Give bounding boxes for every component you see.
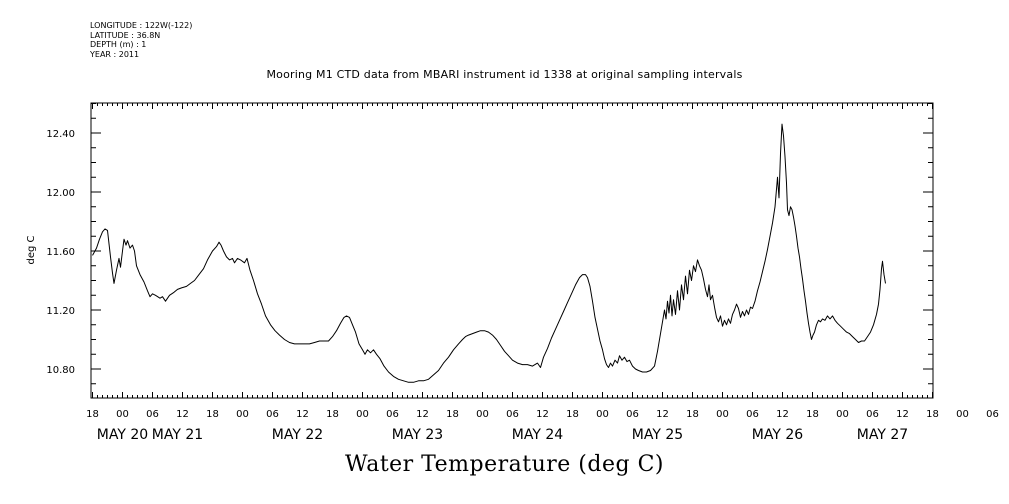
plot-border [90, 102, 934, 399]
longitude-label: LONGITUDE : 122W(-122) [90, 21, 193, 30]
location-metadata: LONGITUDE : 122W(-122) LATITUDE : 36.8N … [90, 21, 192, 59]
series-line-group [92, 123, 886, 383]
x-date-label: MAY 25 [632, 427, 683, 443]
y-axis-title: deg C [26, 235, 37, 264]
x-hour-label: 18 [926, 409, 939, 420]
x-hour-label: 12 [776, 409, 789, 420]
x-date-label: MAY 26 [752, 427, 803, 443]
x-hour-label: 00 [956, 409, 969, 420]
x-date-label: MAY 20 [97, 427, 148, 443]
depth-label: DEPTH (m) : 1 [90, 40, 147, 50]
chart-title: Mooring M1 CTD data from MBARI instrumen… [266, 68, 743, 81]
x-hour-label: 06 [866, 409, 879, 420]
y-tick-label: 10.80 [46, 365, 75, 376]
x-hour-label: 18 [806, 409, 819, 420]
year-label: YEAR : 2011 [90, 49, 140, 59]
x-hour-label: 00 [716, 409, 729, 420]
x-date-label: MAY 24 [512, 427, 563, 443]
x-hour-label: 12 [176, 409, 189, 420]
x-axis-ticks [92, 103, 933, 398]
plot-frame [90, 102, 934, 399]
x-hour-label: 06 [986, 409, 999, 420]
series-line [92, 123, 886, 383]
x-hour-label: 06 [746, 409, 759, 420]
x-hour-label: 18 [206, 409, 219, 420]
x-hour-label: 18 [686, 409, 699, 420]
x-hour-label: 12 [296, 409, 309, 420]
latitude-label: LATITUDE : 36.8N [90, 30, 161, 40]
x-hour-label: 12 [416, 409, 429, 420]
y-tick-label: 12.40 [46, 129, 75, 140]
x-date-label: MAY 22 [272, 427, 323, 443]
y-tick-label: 11.60 [46, 247, 75, 258]
x-hour-label: 12 [896, 409, 909, 420]
x-hour-label: 00 [596, 409, 609, 420]
x-hour-label: 12 [536, 409, 549, 420]
x-hour-label: 18 [86, 409, 99, 420]
x-date-label: MAY 23 [392, 427, 443, 443]
x-hour-label: 00 [116, 409, 129, 420]
x-hour-label: 00 [836, 409, 849, 420]
x-hour-label: 00 [236, 409, 249, 420]
x-axis-title: Water Temperature (deg C) [345, 452, 664, 477]
x-axis-labels: 18 00 06 12 18 00 06 12 18 00 06 12 18 00 06 12 18 00 06 12… [86, 409, 999, 443]
x-hour-label: 06 [266, 409, 279, 420]
x-hour-label: 00 [476, 409, 489, 420]
y-tick-label: 12.00 [46, 188, 75, 199]
y-tick-label: 11.20 [46, 306, 75, 317]
y-axis-labels: 10.80 11.20 11.60 12.00 12.40 [46, 129, 75, 376]
x-hour-label: 18 [326, 409, 339, 420]
x-hour-label: 00 [356, 409, 369, 420]
x-hour-label: 06 [386, 409, 399, 420]
x-hour-label: 06 [626, 409, 639, 420]
y-axis-ticks [91, 103, 933, 385]
x-date-label: MAY 27 [857, 427, 908, 443]
x-hour-label: 18 [446, 409, 459, 420]
x-hour-label: 06 [146, 409, 159, 420]
x-hour-label: 12 [656, 409, 669, 420]
x-hour-label: 06 [506, 409, 519, 420]
x-hour-label: 18 [566, 409, 579, 420]
x-date-label: MAY 21 [152, 427, 203, 443]
